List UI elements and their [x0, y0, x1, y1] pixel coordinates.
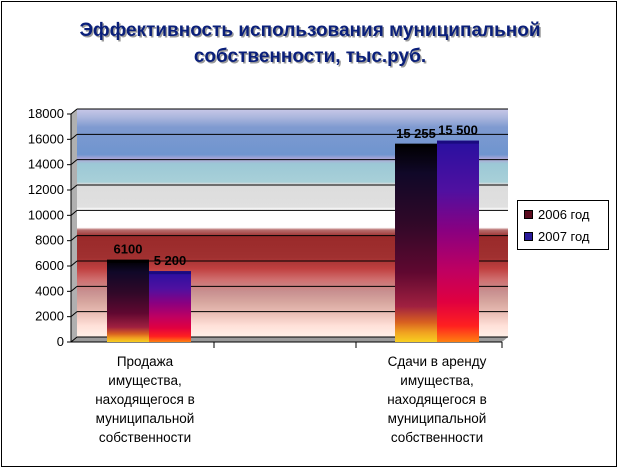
bar-2006-rent-top	[395, 143, 437, 147]
gridline-depth	[70, 209, 78, 216]
y-tick-label: 8000	[35, 233, 64, 248]
y-tick-label: 12000	[28, 182, 64, 197]
category-label-rent-line-1: Сдачи в аренду	[387, 354, 487, 369]
category-label-sale: Продажа имущества, находящегося в муници…	[70, 352, 220, 447]
category-label-rent: Сдачи в аренду имущества, находящегося в…	[362, 352, 512, 447]
bar-2007-sale-top	[149, 271, 191, 275]
category-label-sale-line-4: муниципальной	[95, 411, 195, 426]
legend-label-2007: 2007 год	[538, 229, 590, 244]
data-label-bar-2007-rent: 15 500	[438, 123, 478, 138]
data-label-bar-2006-sale: 6100	[114, 242, 143, 257]
gridline-depth	[70, 235, 78, 242]
y-tick-label: 14000	[28, 157, 64, 172]
y-tick-label: 2000	[35, 309, 64, 324]
bar-2006-rent	[395, 143, 437, 342]
gridline-depth	[70, 285, 78, 292]
y-tick-label: 10000	[28, 207, 64, 222]
gridline-depth	[70, 184, 78, 191]
category-label-rent-line-4: муниципальной	[387, 411, 487, 426]
category-label-rent-line-3: находящегося в	[387, 392, 487, 407]
legend-swatch-2006	[524, 210, 533, 219]
chart-title: Эффективность использования муниципально…	[40, 18, 580, 70]
y-tick-label: 16000	[28, 131, 64, 146]
category-label-rent-line-2: имущества,	[400, 373, 474, 388]
bar-2007-rent	[437, 140, 479, 342]
category-label-sale-line-5: собственности	[98, 430, 192, 445]
legend-swatch-2007	[524, 232, 533, 241]
data-label-bar-2006-rent: 15 255	[396, 126, 436, 141]
y-tick-label: 18000	[28, 106, 64, 121]
chart-title-line-1: Эффективность использования муниципально…	[79, 20, 541, 41]
gridline-depth	[70, 260, 78, 267]
chart-title-line-2: собственности, тыс.руб.	[193, 46, 427, 67]
gridline-depth	[70, 108, 78, 115]
y-tick-label: 0	[57, 334, 64, 349]
legend: 2006 год 2007 год	[517, 200, 609, 250]
y-tick-label: 4000	[35, 283, 64, 298]
plot-side-wall	[71, 109, 77, 342]
gridline-depth	[70, 336, 78, 343]
bar-2006-sale	[107, 259, 149, 342]
bar-2006-sale-top	[107, 259, 149, 263]
bar-2007-sale	[149, 271, 191, 342]
category-label-rent-line-5: собственности	[390, 430, 484, 445]
gridline-depth	[70, 159, 78, 166]
bar-2007-rent-top	[437, 140, 479, 144]
category-label-sale-line-3: находящегося в	[95, 392, 195, 407]
legend-label-2006: 2006 год	[538, 207, 590, 222]
data-label-bar-2007-sale: 5 200	[154, 253, 187, 268]
category-label-sale-line-1: Продажа	[116, 354, 174, 369]
gridline-depth	[70, 133, 78, 140]
gridline-depth	[70, 311, 78, 318]
category-label-sale-line-2: имущества,	[108, 373, 182, 388]
y-tick-label: 6000	[35, 258, 64, 273]
